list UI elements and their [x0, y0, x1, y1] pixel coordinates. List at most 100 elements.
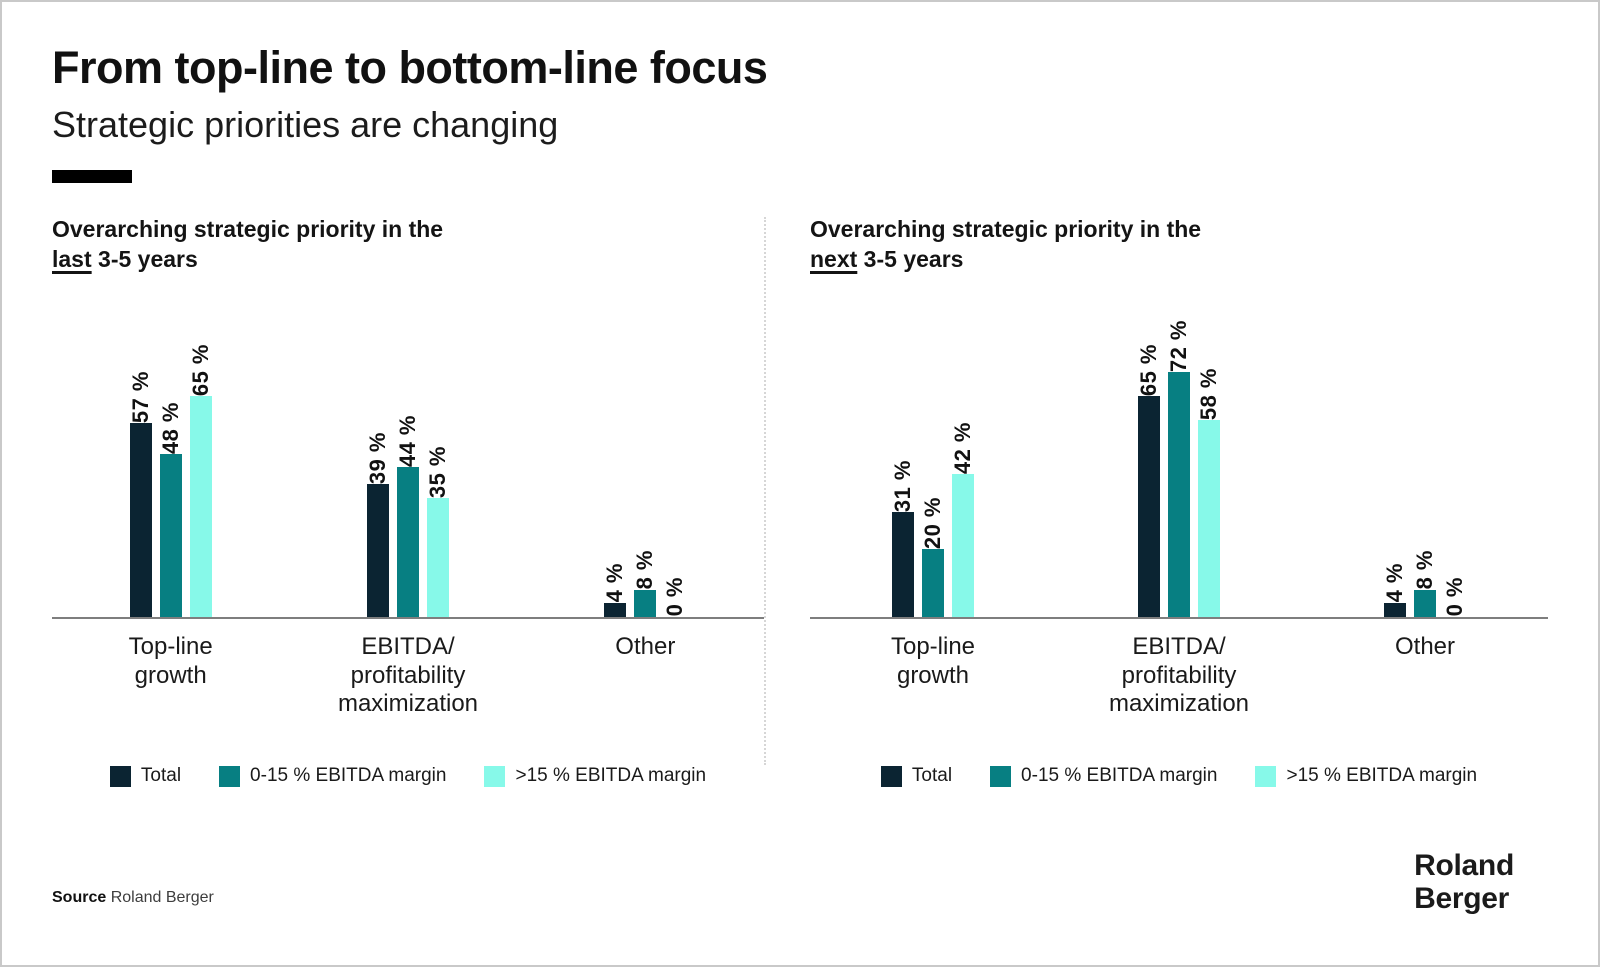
bar-value-label: 48 % [157, 401, 183, 454]
legend-item: Total [880, 765, 953, 787]
bar-value-label: 0 % [662, 577, 688, 617]
category-axis: Top-line growth EBITDA/ profitability max… [810, 633, 1548, 719]
bar-group: 4 % 8 % 0 % [1302, 279, 1548, 617]
bar-cell: 8 % [1412, 544, 1438, 617]
legend-item: Total [109, 765, 182, 787]
legend-label: Total [911, 765, 953, 787]
chart-next-years: Overarching strategic priority in the ne… [766, 215, 1548, 787]
bar-cell: 31 % [890, 454, 916, 617]
bar-teal [1414, 589, 1436, 617]
bar-value-label: 0 % [1442, 577, 1467, 617]
chart-title-emphasis: last [52, 245, 92, 272]
bar-navy [604, 602, 627, 617]
bar-value-label: 58 % [1196, 367, 1221, 420]
bar-value-label: 8 % [632, 550, 658, 590]
legend-color-swatch-icon [880, 765, 902, 787]
category-label: Other [1394, 632, 1456, 660]
bar-navy [366, 483, 389, 617]
bar-teal [634, 589, 657, 617]
logo-line1: Roland [1414, 849, 1514, 882]
bar-value-label: 20 % [920, 496, 945, 549]
bar-value-label: 65 % [1136, 343, 1161, 396]
legend-label: 0-15 % EBITDA margin [1021, 765, 1218, 787]
bar-cell: 42 % [950, 416, 976, 617]
bar-plot: 57 % 48 % 65 % 39 % 44 % 35 % 4 % 8 % 0 % [52, 279, 764, 619]
bar-cell: 0 % [662, 571, 688, 616]
bar-group: 57 % 48 % 65 % [52, 279, 289, 617]
bar-group: 65 % 72 % 58 % [1056, 279, 1302, 617]
bar-value-label: 39 % [364, 431, 390, 484]
legend-label: Total [140, 765, 182, 787]
bar-group: 31 % 20 % 42 % [810, 279, 1056, 617]
legend-color-swatch-icon [484, 765, 506, 787]
category-label: EBITDA/ profitability maximization [337, 632, 479, 718]
vertical-divider [764, 217, 766, 765]
legend-item: 0-15 % EBITDA margin [219, 765, 446, 787]
chart-title-rest: 3-5 years [91, 245, 198, 272]
legend: Total 0-15 % EBITDA margin >15 % EBITDA ma… [810, 765, 1548, 787]
page-subtitle: Strategic priorities are changing [52, 104, 559, 145]
bar-plot: 31 % 20 % 42 % 65 % 72 % 58 % 4 % 8 % 0 % [810, 279, 1548, 619]
bar-mint [189, 395, 212, 617]
bar-cell: 20 % [920, 491, 946, 617]
bar-mint [952, 473, 974, 617]
bar-value-label: 35 % [424, 445, 450, 498]
legend-label: 0-15 % EBITDA margin [250, 765, 447, 787]
legend-color-swatch-icon [109, 765, 131, 787]
chart-title-line1: Overarching strategic priority in the [52, 216, 444, 242]
bar-cell: 72 % [1166, 314, 1192, 617]
bar-cell: 65 % [1136, 338, 1162, 617]
roland-berger-logo: Roland Berger [1414, 849, 1514, 915]
category-label: EBITDA/ profitability maximization [1108, 632, 1250, 718]
bar-mint [426, 497, 449, 617]
bar-cell: 4 % [1382, 557, 1408, 617]
category-label: Top-line growth [890, 632, 976, 689]
bar-teal [396, 466, 419, 617]
bar-cell: 39 % [365, 426, 391, 617]
legend-color-swatch-icon [219, 765, 241, 787]
chart-title-rest: 3-5 years [857, 245, 964, 272]
page-title: From top-line to bottom-line focus [52, 42, 768, 93]
legend-color-swatch-icon [990, 765, 1012, 787]
bar-cell: 65 % [188, 338, 214, 617]
bar-value-label: 65 % [187, 343, 213, 396]
bar-navy [1138, 395, 1160, 617]
slide-header: From top-line to bottom-line focus Strat… [2, 2, 1598, 183]
bar-cell: 0 % [1442, 571, 1468, 616]
bar-group: 4 % 8 % 0 % [527, 279, 764, 617]
bar-cell: 48 % [158, 396, 184, 617]
bar-value-label: 8 % [1412, 550, 1437, 590]
bar-cell: 35 % [425, 440, 451, 617]
source-value: Roland Berger [110, 889, 214, 906]
bar-navy [892, 511, 914, 617]
title-accent-bar [52, 170, 132, 183]
chart-last-years: Overarching strategic priority in the la… [52, 215, 764, 787]
bar-group: 39 % 44 % 35 % [289, 279, 526, 617]
legend-label: >15 % EBITDA margin [515, 765, 707, 787]
chart-title: Overarching strategic priority in the ne… [810, 215, 1548, 275]
source-label: Source [52, 889, 107, 906]
bar-cell: 44 % [395, 409, 421, 617]
category-axis: Top-line growth EBITDA/ profitability max… [52, 633, 764, 719]
chart-title-emphasis: next [810, 245, 858, 272]
source-note: Source Roland Berger [52, 889, 214, 907]
chart-title: Overarching strategic priority in the la… [52, 215, 764, 275]
legend-label: >15 % EBITDA margin [1286, 765, 1478, 787]
bar-value-label: 44 % [394, 414, 420, 467]
category-label: Other [615, 632, 676, 660]
legend-color-swatch-icon [1255, 765, 1277, 787]
bar-cell: 57 % [128, 365, 154, 617]
charts-row: Overarching strategic priority in the la… [2, 215, 1598, 787]
bar-cell: 4 % [602, 557, 628, 617]
bar-value-label: 4 % [602, 563, 628, 603]
bar-navy [129, 422, 152, 617]
bar-navy [1384, 602, 1406, 617]
bar-value-label: 4 % [1382, 563, 1407, 603]
legend-item: >15 % EBITDA margin [1255, 765, 1477, 787]
bar-teal [1168, 371, 1190, 617]
bar-cell: 58 % [1196, 362, 1222, 617]
bar-teal [159, 453, 182, 617]
logo-line2: Berger [1414, 882, 1510, 915]
bar-mint [1198, 419, 1220, 617]
